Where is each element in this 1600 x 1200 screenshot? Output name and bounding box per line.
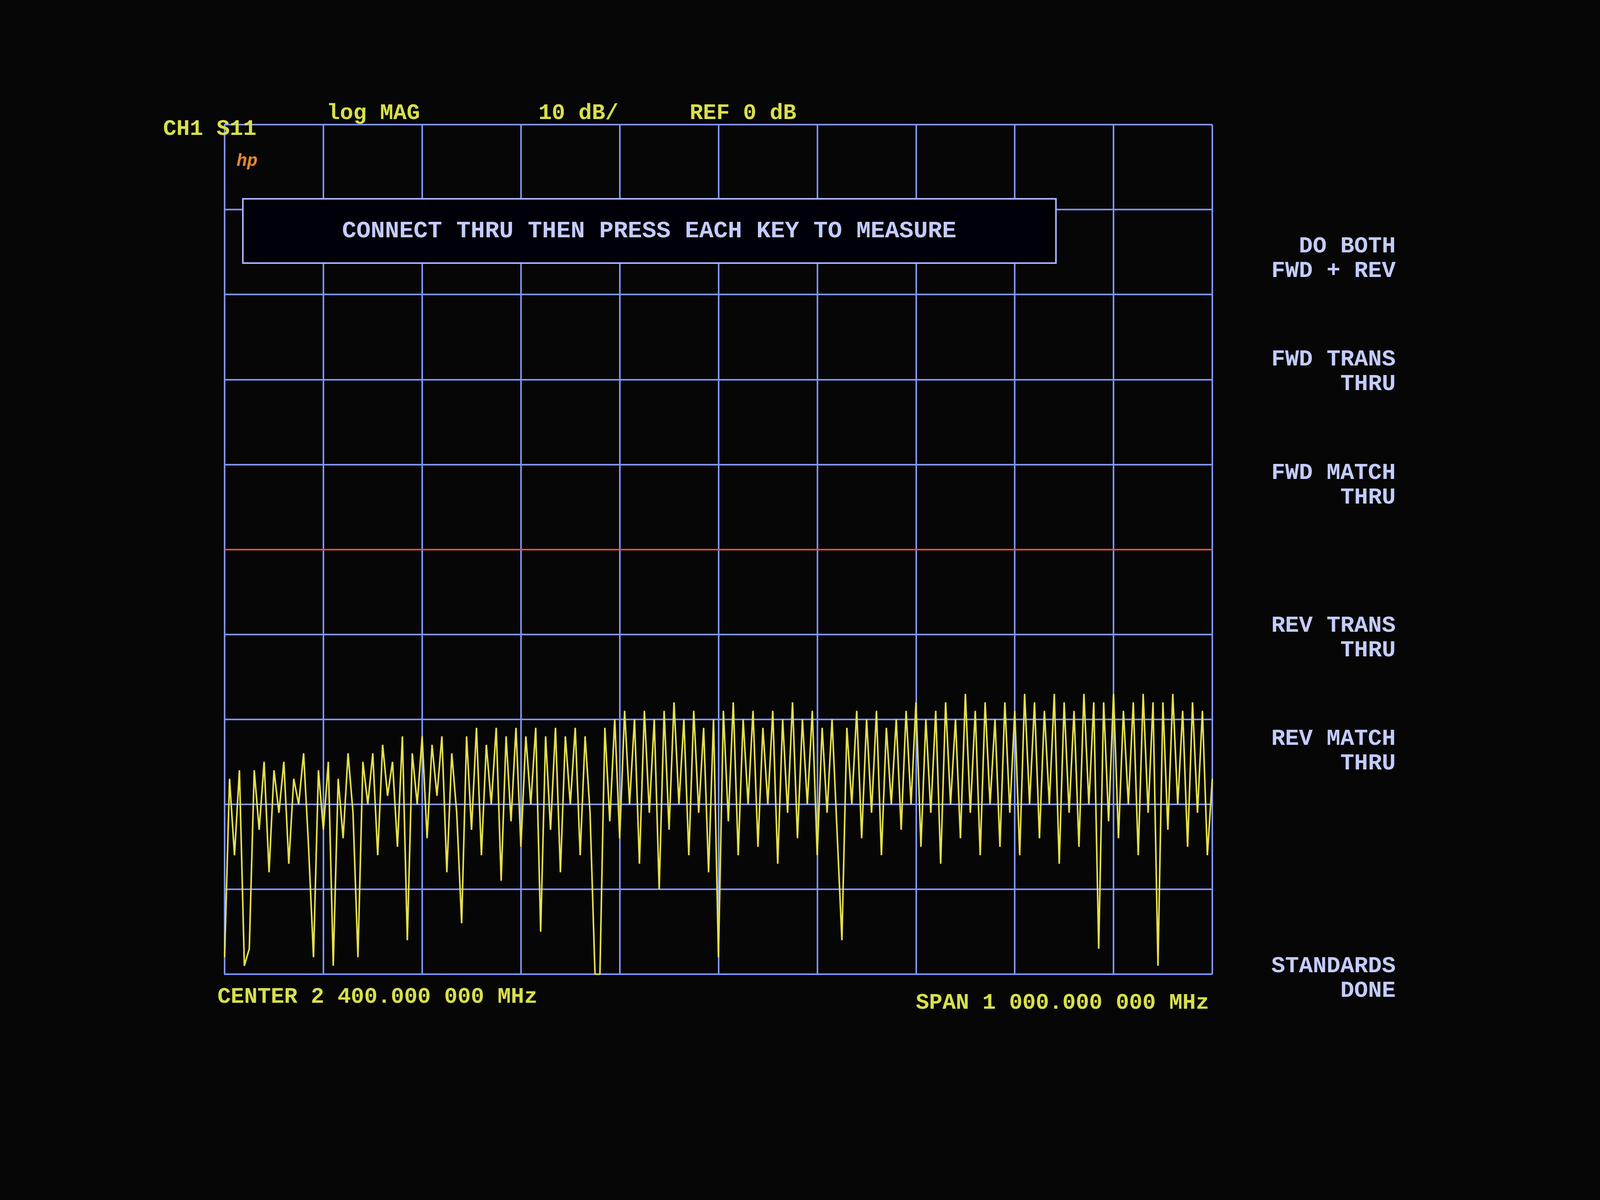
svg-text:FWD + REV: FWD + REV — [1271, 257, 1396, 284]
svg-text:THRU: THRU — [1340, 484, 1396, 511]
svg-text:DONE: DONE — [1340, 977, 1396, 1004]
svg-text:hp: hp — [236, 151, 258, 172]
svg-text:CH1 S11: CH1 S11 — [163, 116, 257, 142]
svg-text:CENTER 2 400.000 000 MHz: CENTER 2 400.000 000 MHz — [217, 984, 538, 1010]
svg-text:FWD MATCH: FWD MATCH — [1271, 459, 1396, 486]
svg-text:THRU: THRU — [1340, 637, 1396, 664]
svg-text:SPAN 1 000.000 000 MHz: SPAN 1 000.000 000 MHz — [915, 990, 1210, 1016]
svg-text:REV TRANS: REV TRANS — [1271, 612, 1396, 639]
svg-text:log MAG: log MAG — [326, 100, 420, 126]
svg-text:THRU: THRU — [1340, 750, 1396, 777]
svg-text:STANDARDS: STANDARDS — [1271, 953, 1396, 979]
svg-text:DO BOTH: DO BOTH — [1298, 233, 1396, 260]
svg-text:THRU: THRU — [1340, 371, 1396, 397]
svg-text:10 dB/: 10 dB/ — [538, 100, 619, 126]
svg-text:REF 0 dB: REF 0 dB — [689, 100, 797, 126]
svg-text:CONNECT THRU THEN PRESS EACH K: CONNECT THRU THEN PRESS EACH KEY TO MEAS… — [342, 217, 957, 245]
svg-text:REV MATCH: REV MATCH — [1271, 725, 1396, 752]
svg-text:FWD TRANS: FWD TRANS — [1271, 346, 1396, 373]
